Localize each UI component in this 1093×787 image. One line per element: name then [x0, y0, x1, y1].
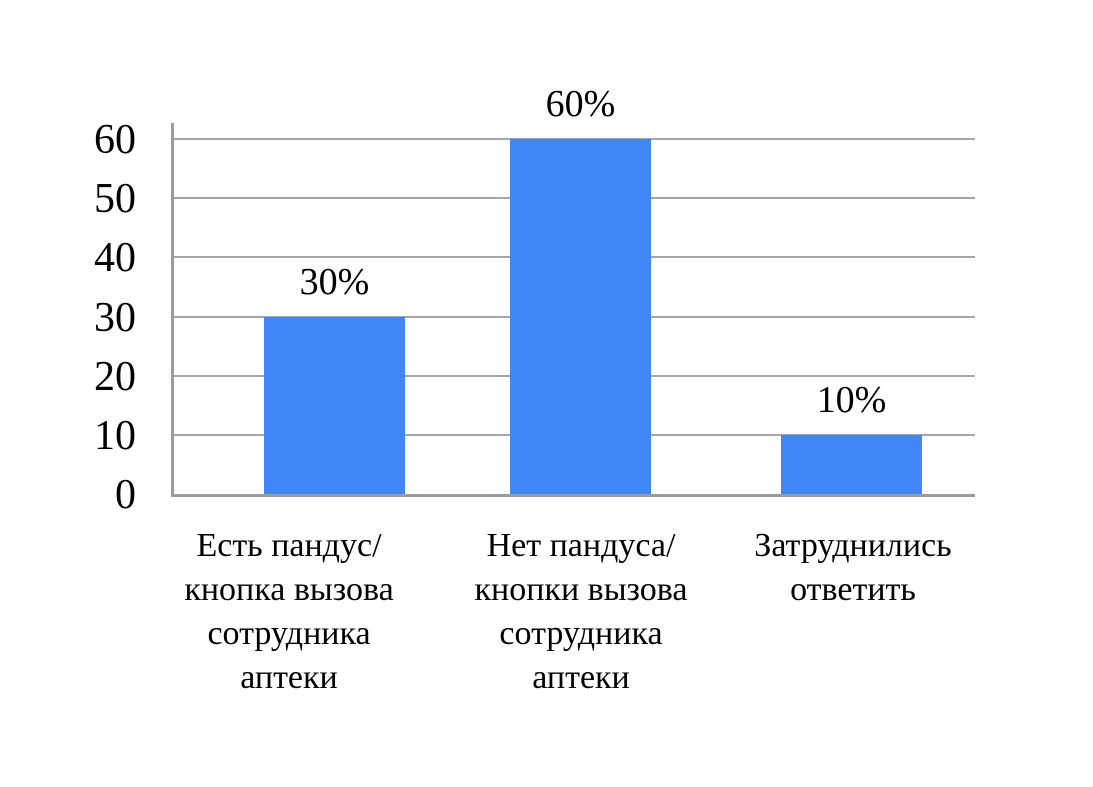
y-tick-label: 10: [94, 412, 136, 459]
x-category-label: Есть пандус/ кнопка вызова сотрудника ап…: [184, 527, 394, 696]
x-category-label: Затруднились ответить: [754, 527, 952, 608]
y-tick-label: 0: [115, 472, 136, 518]
x-axis-line: [171, 494, 975, 497]
y-tick-label: 60: [94, 117, 136, 163]
bar: [781, 434, 922, 494]
bar-value-label: 10%: [816, 378, 887, 421]
bar-value-label: 60%: [545, 83, 616, 125]
x-category-label: Нет пандуса/ кнопки вызова сотрудника ап…: [474, 527, 688, 696]
bar-value-label: 30%: [299, 260, 370, 303]
y-axis-line: [171, 123, 174, 497]
bar: [510, 139, 651, 494]
bar: [264, 316, 405, 494]
y-tick-label: 30: [94, 294, 136, 341]
y-tick-label: 50: [94, 176, 136, 223]
y-tick-label: 20: [94, 353, 136, 400]
y-tick-label: 40: [94, 235, 136, 282]
